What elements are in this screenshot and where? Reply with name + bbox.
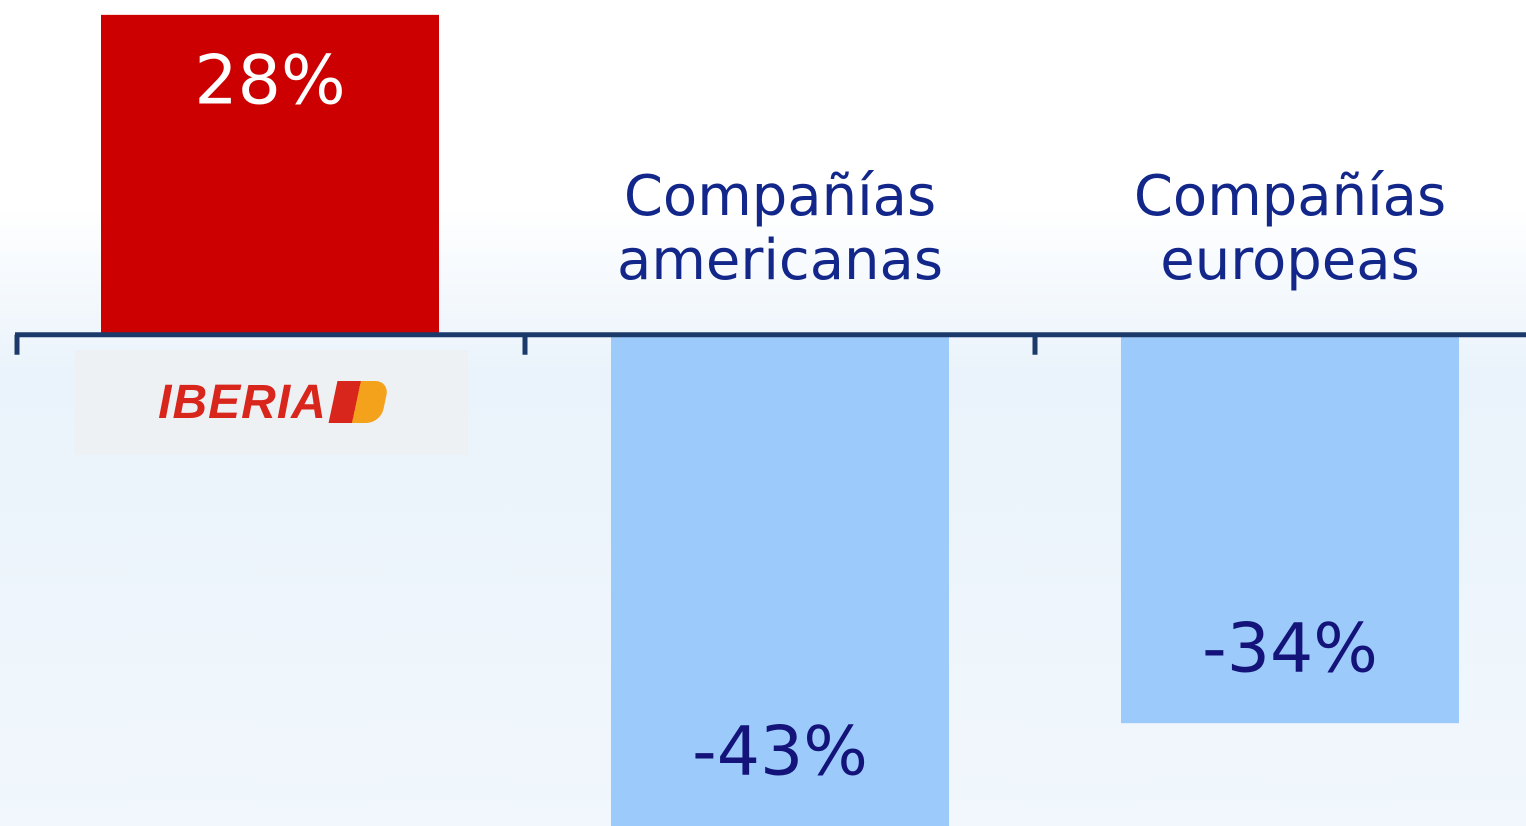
- value-label: -43%: [692, 713, 868, 792]
- bar: [1121, 334, 1459, 724]
- category-logo: IBERIA: [75, 349, 468, 455]
- value-label: 28%: [194, 41, 345, 120]
- category-label: IBERIA: [158, 375, 327, 429]
- category-label: Compañías americanas: [617, 163, 943, 293]
- logo-icon: [328, 381, 390, 424]
- value-label: -34%: [1202, 610, 1378, 689]
- bar: [101, 14, 439, 335]
- category-label: Compañías europeas: [1133, 163, 1447, 293]
- bar: [611, 334, 949, 826]
